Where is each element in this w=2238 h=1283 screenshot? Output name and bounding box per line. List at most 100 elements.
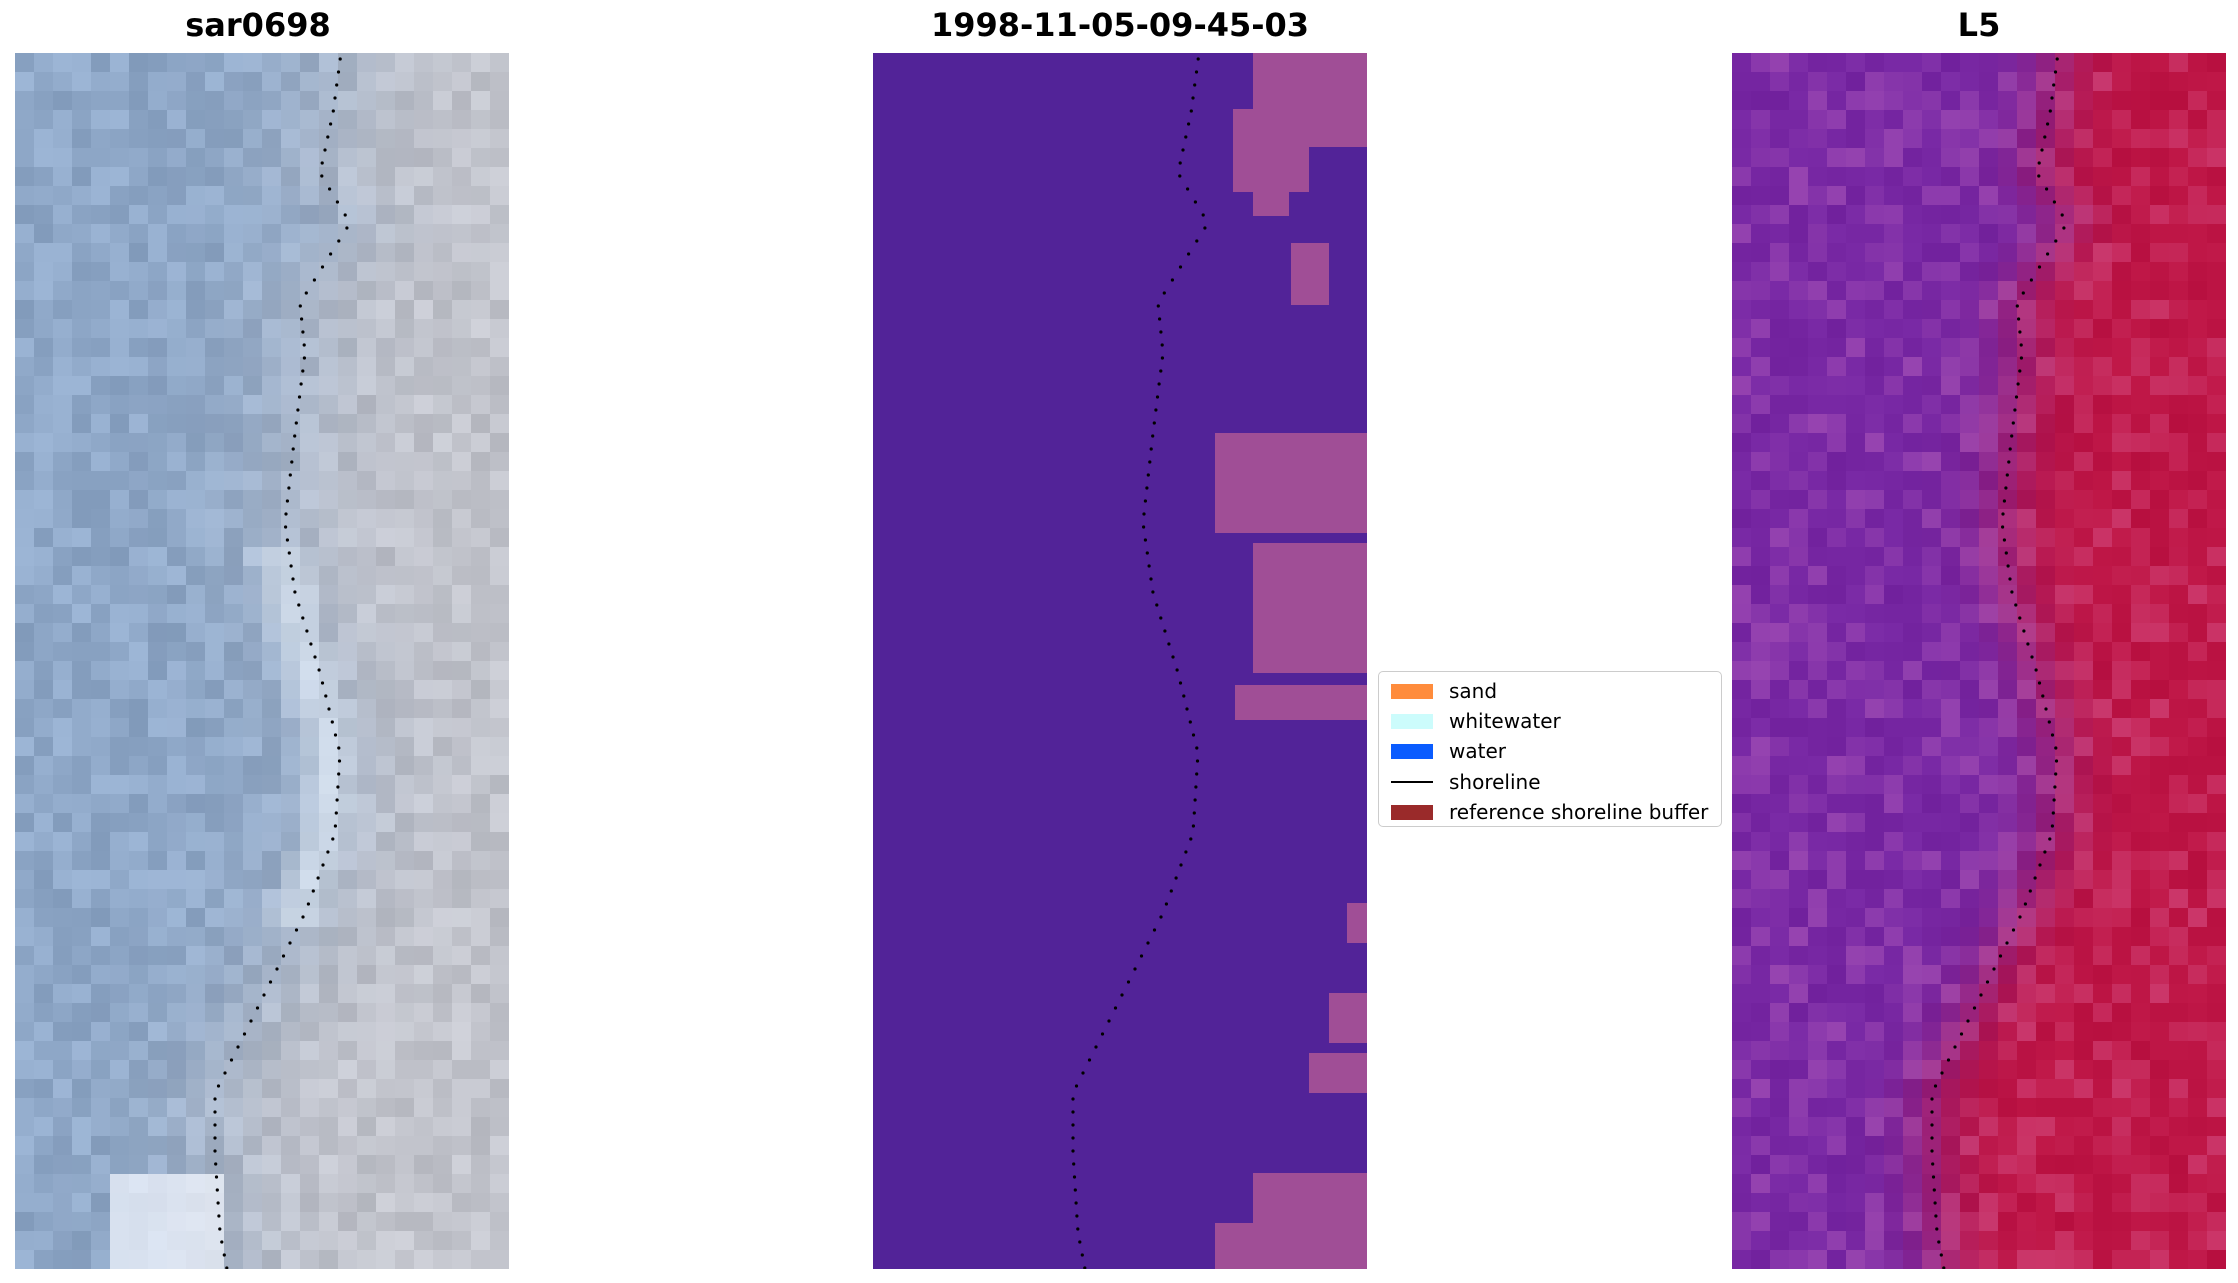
raster-pixel xyxy=(1922,984,1942,1004)
raster-pixel xyxy=(34,490,54,510)
raster-pixel xyxy=(1979,471,1999,491)
raster-pixel xyxy=(281,243,301,263)
raster-pixel xyxy=(395,110,415,130)
raster-pixel xyxy=(129,452,149,472)
raster-pixel xyxy=(1922,851,1942,871)
raster-pixel xyxy=(300,1098,320,1118)
raster-pixel xyxy=(205,908,225,928)
raster-pixel xyxy=(2150,623,2170,643)
shoreline-point xyxy=(2047,720,2051,724)
raster-pixel xyxy=(395,984,415,1004)
raster-pixel xyxy=(319,1098,339,1118)
raster-pixel xyxy=(2188,357,2208,377)
raster-pixel xyxy=(471,1022,491,1042)
raster-pixel xyxy=(1865,262,1885,282)
shoreline-point xyxy=(1193,83,1197,87)
raster-pixel xyxy=(110,72,130,92)
raster-pixel xyxy=(395,1174,415,1194)
raster-pixel xyxy=(300,148,320,168)
raster-pixel xyxy=(319,718,339,738)
raster-pixel xyxy=(1751,775,1771,795)
raster-pixel xyxy=(110,737,130,757)
raster-pixel xyxy=(2207,471,2226,491)
raster-pixel xyxy=(319,737,339,757)
raster-pixel xyxy=(281,1250,301,1269)
raster-pixel xyxy=(1770,908,1790,928)
raster-pixel xyxy=(34,338,54,358)
raster-pixel xyxy=(2112,53,2132,73)
raster-pixel xyxy=(452,205,472,225)
raster-pixel xyxy=(1922,433,1942,453)
raster-pixel xyxy=(376,148,396,168)
raster-pixel xyxy=(2017,566,2037,586)
raster-pixel xyxy=(2055,319,2075,339)
raster-pixel xyxy=(1732,756,1752,776)
raster-pixel xyxy=(1960,1193,1980,1213)
shoreline-point xyxy=(2018,616,2022,620)
raster-pixel xyxy=(1808,604,1828,624)
raster-pixel xyxy=(205,433,225,453)
raster-pixel xyxy=(2017,813,2037,833)
raster-pixel xyxy=(1922,414,1942,434)
raster-pixel xyxy=(15,186,35,206)
shoreline-point xyxy=(1932,1188,1936,1192)
raster-pixel xyxy=(338,1003,358,1023)
raster-pixel xyxy=(1827,680,1847,700)
raster-pixel xyxy=(1941,281,1961,301)
raster-pixel xyxy=(319,566,339,586)
raster-pixel xyxy=(471,167,491,187)
raster-pixel xyxy=(2093,148,2113,168)
raster-pixel xyxy=(1808,1250,1828,1269)
raster-pixel xyxy=(110,281,130,301)
raster-pixel xyxy=(338,1098,358,1118)
raster-pixel xyxy=(205,300,225,320)
raster-pixel xyxy=(452,433,472,453)
raster-pixel xyxy=(1865,718,1885,738)
raster-pixel xyxy=(15,471,35,491)
raster-pixel xyxy=(2169,414,2189,434)
raster-pixel xyxy=(490,243,509,263)
shoreline-point xyxy=(1076,1227,1080,1231)
raster-pixel xyxy=(395,224,415,244)
raster-pixel xyxy=(1922,110,1942,130)
raster-pixel xyxy=(1884,281,1904,301)
raster-pixel xyxy=(357,870,377,890)
raster-pixel xyxy=(338,1060,358,1080)
raster-pixel xyxy=(243,756,263,776)
raster-pixel xyxy=(2017,756,2037,776)
shoreline-point xyxy=(1167,642,1171,646)
raster-pixel xyxy=(2112,395,2132,415)
raster-pixel xyxy=(2036,205,2056,225)
raster-pixel xyxy=(53,490,73,510)
raster-pixel xyxy=(1922,243,1942,263)
raster-pixel xyxy=(2112,585,2132,605)
raster-pixel xyxy=(91,53,111,73)
raster-pixel xyxy=(452,756,472,776)
raster-pixel xyxy=(490,1174,509,1194)
raster-pixel xyxy=(2112,946,2132,966)
raster-pixel xyxy=(34,775,54,795)
raster-pixel xyxy=(471,718,491,738)
raster-pixel xyxy=(2093,699,2113,719)
raster-pixel xyxy=(2169,300,2189,320)
raster-pixel xyxy=(1732,167,1752,187)
raster-pixel xyxy=(129,414,149,434)
raster-pixel xyxy=(2036,756,2056,776)
raster-pixel xyxy=(186,395,206,415)
shoreline-point xyxy=(2052,83,2056,87)
raster-pixel xyxy=(2017,946,2037,966)
raster-pixel xyxy=(34,1212,54,1232)
raster-pixel xyxy=(243,661,263,681)
raster-pixel xyxy=(1846,661,1866,681)
raster-pixel xyxy=(205,775,225,795)
raster-pixel xyxy=(148,72,168,92)
raster-pixel xyxy=(1751,91,1771,111)
raster-pixel xyxy=(2188,946,2208,966)
raster-pixel xyxy=(2150,167,2170,187)
raster-pixel xyxy=(338,851,358,871)
raster-pixel xyxy=(262,300,282,320)
raster-pixel xyxy=(395,167,415,187)
raster-pixel xyxy=(281,528,301,548)
raster-pixel xyxy=(129,585,149,605)
raster-pixel xyxy=(357,813,377,833)
